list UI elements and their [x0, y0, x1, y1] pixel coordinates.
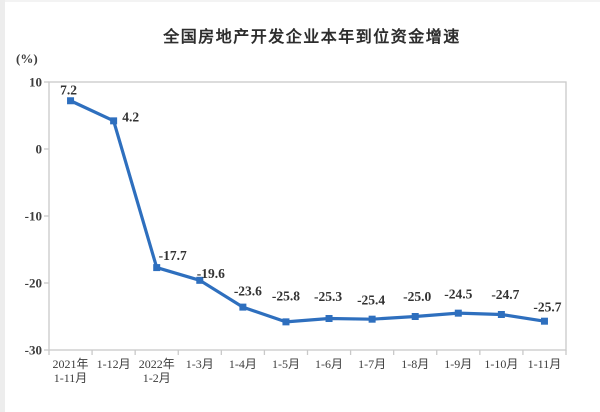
- x-axis-label: 2022年: [139, 357, 175, 371]
- y-axis-tick-label: 10: [29, 75, 42, 90]
- y-axis-tick-label: -30: [25, 343, 42, 358]
- data-point-marker: [411, 313, 419, 320]
- data-point-label: -17.7: [159, 248, 187, 263]
- x-axis-label: 1-6月: [315, 357, 343, 371]
- x-axis-label: 1-12月: [97, 357, 131, 371]
- data-point-marker: [368, 315, 376, 323]
- x-axis-label: 1-11月: [528, 357, 562, 371]
- data-line: [68, 99, 547, 324]
- x-axis-label: 1-9月: [444, 357, 472, 371]
- x-axis-label: 1-8月: [401, 357, 429, 371]
- data-point-label: -25.3: [314, 289, 342, 304]
- data-point-label: -25.8: [272, 288, 300, 303]
- data-point-marker: [153, 264, 161, 272]
- data-point-label: -25.4: [357, 293, 385, 308]
- data-point-label: -23.6: [234, 284, 262, 299]
- data-point-label: -19.6: [197, 266, 225, 281]
- y-axis-tick-label: -20: [25, 276, 42, 291]
- x-axis-label: 1-5月: [272, 357, 300, 371]
- data-point-marker: [196, 276, 204, 284]
- data-point-label: -25.7: [533, 300, 561, 315]
- x-axis-label: 1-7月: [358, 357, 386, 371]
- page-left-edge: [0, 0, 5, 412]
- data-point-label: -24.7: [491, 287, 519, 302]
- data-point-label: -25.0: [403, 289, 431, 304]
- y-axis-tick-label: -10: [25, 209, 42, 224]
- data-point-marker: [540, 317, 548, 325]
- x-axis-label: 1-3月: [186, 357, 214, 371]
- data-point-marker: [454, 309, 462, 317]
- page-top-edge: [0, 0, 600, 2]
- x-axis-label: 1-11月: [54, 371, 88, 385]
- data-point-label: -24.5: [444, 287, 472, 302]
- data-point-marker: [325, 315, 333, 323]
- x-axis-label: 1-4月: [229, 357, 257, 371]
- chart-title: 全国房地产开发企业本年到位资金增速: [163, 29, 461, 46]
- x-axis-label: 2021年: [53, 357, 89, 371]
- y-axis-unit-label: (%): [16, 51, 38, 66]
- data-point-marker: [239, 303, 247, 311]
- data-point-label: 7.2: [60, 82, 77, 97]
- data-point-label: 4.2: [122, 109, 139, 124]
- x-axis-label: 1-2月: [143, 371, 171, 385]
- data-point-marker: [67, 97, 75, 105]
- x-axis-label: 1-10月: [484, 357, 518, 371]
- data-point-marker: [282, 318, 290, 326]
- y-axis-tick-label: 0: [36, 142, 43, 157]
- data-point-marker: [110, 117, 118, 125]
- data-point-marker: [497, 310, 505, 318]
